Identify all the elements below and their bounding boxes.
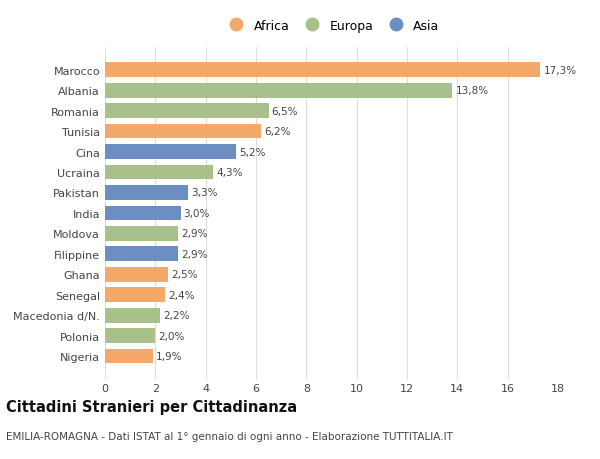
Text: 2,9%: 2,9% bbox=[181, 229, 208, 239]
Bar bbox=[105, 124, 261, 139]
Legend: Africa, Europa, Asia: Africa, Europa, Asia bbox=[218, 15, 445, 38]
Text: Cittadini Stranieri per Cittadinanza: Cittadini Stranieri per Cittadinanza bbox=[6, 399, 297, 414]
Text: 1,9%: 1,9% bbox=[156, 351, 182, 361]
Text: 5,2%: 5,2% bbox=[239, 147, 265, 157]
Bar bbox=[105, 104, 269, 119]
Text: 2,9%: 2,9% bbox=[181, 249, 208, 259]
Bar bbox=[105, 145, 236, 160]
Text: 2,5%: 2,5% bbox=[171, 270, 197, 280]
Text: 4,3%: 4,3% bbox=[216, 168, 243, 178]
Text: EMILIA-ROMAGNA - Dati ISTAT al 1° gennaio di ogni anno - Elaborazione TUTTITALIA: EMILIA-ROMAGNA - Dati ISTAT al 1° gennai… bbox=[6, 431, 453, 442]
Text: 2,4%: 2,4% bbox=[169, 290, 195, 300]
Bar bbox=[105, 63, 541, 78]
Text: 13,8%: 13,8% bbox=[455, 86, 488, 96]
Bar bbox=[105, 288, 166, 302]
Bar bbox=[105, 247, 178, 262]
Bar bbox=[105, 206, 181, 221]
Text: 3,3%: 3,3% bbox=[191, 188, 218, 198]
Text: 2,2%: 2,2% bbox=[163, 310, 190, 320]
Text: 6,2%: 6,2% bbox=[264, 127, 290, 137]
Bar bbox=[105, 267, 168, 282]
Bar bbox=[105, 226, 178, 241]
Bar bbox=[105, 329, 155, 343]
Bar bbox=[105, 186, 188, 201]
Text: 2,0%: 2,0% bbox=[158, 331, 185, 341]
Bar bbox=[105, 349, 153, 364]
Bar bbox=[105, 165, 213, 180]
Bar bbox=[105, 308, 160, 323]
Bar bbox=[105, 84, 452, 98]
Text: 3,0%: 3,0% bbox=[184, 208, 210, 218]
Text: 6,5%: 6,5% bbox=[272, 106, 298, 117]
Text: 17,3%: 17,3% bbox=[544, 66, 577, 76]
